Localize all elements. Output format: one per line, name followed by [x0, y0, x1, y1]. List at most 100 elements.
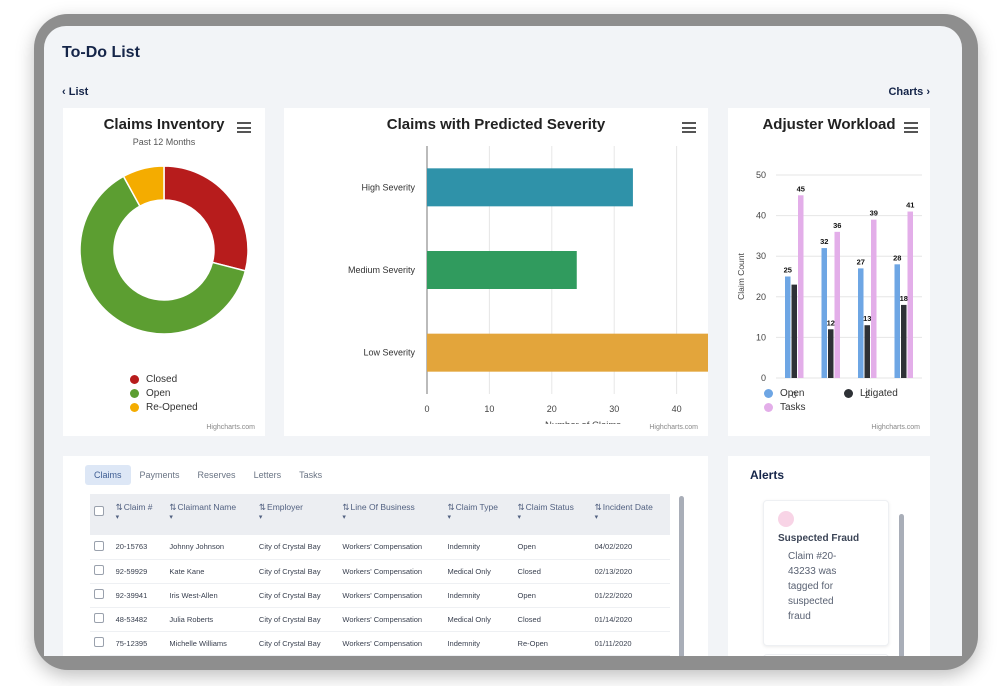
- legend-item[interactable]: Open: [764, 388, 844, 399]
- table-cell: Closed: [513, 559, 591, 584]
- bar-tasks-0: [798, 195, 804, 378]
- legend-item[interactable]: Litigated: [844, 388, 924, 399]
- select-all-checkbox[interactable]: [94, 505, 104, 516]
- legend-item[interactable]: Open: [130, 388, 198, 399]
- adjuster-workload-chart: 0 10 20 30 40 50 Claim Count 25 45 0 32 12 36 27 13 39 2…: [736, 170, 922, 400]
- bar-tasks-1: [834, 231, 840, 378]
- filter-dropdown-icon[interactable]: ▾: [517, 514, 522, 521]
- column-header[interactable]: ⇅Employer ▾: [254, 494, 339, 535]
- table-cell: Indemnity: [443, 583, 514, 608]
- legend-item[interactable]: Closed: [130, 374, 198, 385]
- table-cell: Indemnity: [443, 535, 514, 560]
- claims-table-card: Claims Payments Reserves Letters Tasks ⇅Clai…: [63, 456, 708, 656]
- table-cell: 01/14/2020: [590, 607, 670, 632]
- bar-tasks-3: [907, 211, 913, 378]
- legend-dot-icon: [764, 389, 773, 398]
- y-tick-label: 0: [761, 373, 766, 383]
- row-checkbox[interactable]: [94, 565, 104, 575]
- bar-open-2: [858, 268, 864, 378]
- legend-dot-icon: [130, 389, 139, 398]
- table-row[interactable]: 92-59929 Kate Kane City of Crystal Bay Work…: [90, 559, 670, 584]
- column-header-label: Claimant Name: [177, 502, 237, 512]
- column-header[interactable]: ⇅Claim Type ▾: [443, 494, 514, 535]
- tab-letters[interactable]: Letters: [253, 470, 282, 480]
- claims-donut-chart: [79, 165, 249, 335]
- data-label: 13: [863, 314, 871, 323]
- table-scrollbar[interactable]: [679, 496, 684, 656]
- row-checkbox[interactable]: [94, 613, 104, 623]
- table-cell: Kate Kane: [165, 559, 255, 584]
- legend-item[interactable]: Tasks: [764, 402, 844, 413]
- column-header[interactable]: ⇅Line Of Business ▾: [338, 494, 444, 535]
- table-row[interactable]: 48-53482 Julia Roberts City of Crystal Bay…: [90, 607, 670, 632]
- page-title: To-Do List: [62, 44, 140, 61]
- row-checkbox[interactable]: [94, 637, 104, 647]
- bar-open-1: [821, 248, 827, 378]
- table-row[interactable]: 20-15763 Johnny Johnson City of Crystal Ba…: [90, 535, 670, 560]
- filter-dropdown-icon[interactable]: ▾: [169, 514, 173, 521]
- menu-icon[interactable]: [904, 122, 918, 133]
- chart-credit: Highcharts.com: [649, 424, 698, 431]
- data-label: 27: [857, 257, 865, 266]
- column-header[interactable]: ⇅Claim Status ▾: [513, 494, 591, 535]
- list-link[interactable]: ‹ List: [62, 86, 89, 98]
- column-header-label: Line Of Business: [350, 502, 415, 512]
- sort-icon: ⇅: [115, 502, 123, 512]
- table-cell: City of Crystal Bay: [254, 607, 339, 632]
- tab-reserves[interactable]: Reserves: [197, 470, 236, 480]
- table-cell: Open: [513, 535, 591, 560]
- filter-dropdown-icon[interactable]: ▾: [115, 514, 120, 521]
- alert-item[interactable]: [763, 654, 889, 656]
- table-row[interactable]: 92-39941 Iris West-Allen City of Crystal B…: [90, 583, 670, 608]
- alerts-scrollbar[interactable]: [899, 514, 904, 656]
- row-select-cell: [90, 559, 112, 584]
- column-header-label: Incident Date: [602, 502, 653, 512]
- tab-claims[interactable]: Claims: [85, 465, 131, 485]
- table-cell: Julia Roberts: [165, 607, 255, 632]
- app-screen: To-Do List ‹ List Charts › Claims Invent…: [44, 26, 962, 656]
- filter-dropdown-icon[interactable]: ▾: [258, 514, 263, 521]
- alerts-card: Alerts Suspected Fraud Claim #20-43233 w…: [728, 456, 930, 656]
- table-row[interactable]: 75-12395 Michelle Williams City of Crystal…: [90, 631, 670, 656]
- legend-label: Litigated: [860, 388, 898, 399]
- y-tick-label: 20: [756, 292, 766, 302]
- legend-dot-icon: [764, 403, 773, 412]
- table-cell: City of Crystal Bay: [254, 535, 339, 560]
- row-select-cell: [90, 607, 112, 632]
- y-tick-label: 40: [756, 211, 766, 221]
- legend-label: Open: [780, 388, 805, 399]
- claims-inventory-legend: Closed Open Re-Opened: [130, 374, 198, 416]
- claims-table: ⇅Claim # ▾ ⇅Claimant Name ▾ ⇅Employer ▾ ⇅Line …: [90, 494, 670, 656]
- bar-litigated-3: [901, 304, 907, 378]
- donut-slice-closed: [163, 165, 249, 272]
- table-cell: 48-53482: [111, 607, 166, 632]
- tab-payments[interactable]: Payments: [139, 470, 180, 480]
- legend-item[interactable]: Re-Opened: [130, 402, 198, 413]
- menu-icon[interactable]: [237, 122, 251, 133]
- sort-icon: ⇅: [447, 502, 455, 512]
- bar-tasks-2: [871, 219, 877, 378]
- alert-item[interactable]: Suspected Fraud Claim #20-43233 was tagg…: [763, 500, 889, 646]
- chart-credit: Highcharts.com: [871, 424, 920, 431]
- table-cell: 01/11/2020: [590, 631, 670, 656]
- legend-label: Open: [146, 388, 171, 399]
- column-header[interactable]: ⇅Claim # ▾: [111, 494, 166, 535]
- x-axis-title: Number of Claims: [545, 420, 621, 424]
- data-label: 36: [833, 221, 841, 230]
- table-cell: City of Crystal Bay: [254, 631, 339, 656]
- row-checkbox[interactable]: [94, 540, 104, 551]
- legend-label: Closed: [146, 374, 178, 385]
- filter-dropdown-icon[interactable]: ▾: [342, 514, 346, 521]
- filter-dropdown-icon[interactable]: ▾: [594, 514, 599, 521]
- tab-tasks[interactable]: Tasks: [299, 470, 323, 480]
- charts-link[interactable]: Charts ›: [888, 86, 930, 98]
- column-header[interactable]: ⇅Incident Date ▾: [590, 494, 670, 535]
- filter-dropdown-icon[interactable]: ▾: [447, 514, 451, 521]
- table-cell: Re-Open: [513, 631, 591, 656]
- menu-icon[interactable]: [682, 122, 696, 133]
- column-header[interactable]: ⇅Claimant Name ▾: [165, 494, 255, 535]
- sort-icon: ⇅: [169, 502, 177, 512]
- row-checkbox[interactable]: [94, 589, 104, 599]
- row-select-cell: [90, 535, 112, 560]
